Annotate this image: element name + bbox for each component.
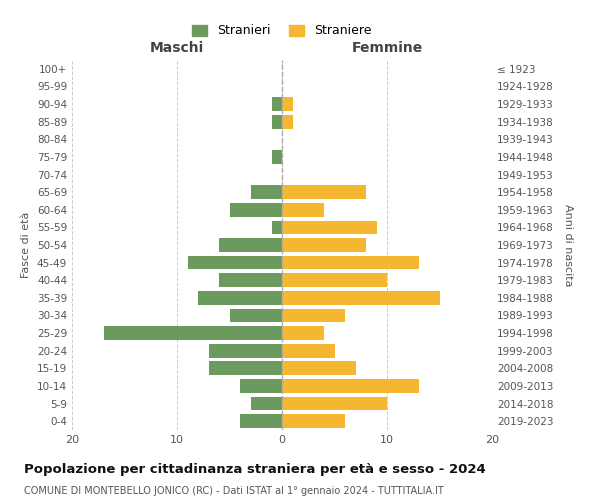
Bar — [251, 186, 282, 199]
Bar — [282, 203, 324, 216]
Bar — [282, 308, 345, 322]
Bar — [219, 274, 282, 287]
Bar — [240, 414, 282, 428]
Bar — [104, 326, 282, 340]
Y-axis label: Anni di nascita: Anni di nascita — [563, 204, 573, 286]
Legend: Stranieri, Straniere: Stranieri, Straniere — [186, 18, 378, 44]
Bar — [282, 186, 366, 199]
Bar — [282, 256, 419, 270]
Bar — [282, 220, 377, 234]
Bar — [240, 379, 282, 393]
Y-axis label: Fasce di età: Fasce di età — [22, 212, 31, 278]
Bar — [251, 396, 282, 410]
Text: Popolazione per cittadinanza straniera per età e sesso - 2024: Popolazione per cittadinanza straniera p… — [24, 462, 486, 475]
Bar — [282, 238, 366, 252]
Bar — [187, 256, 282, 270]
Bar — [271, 97, 282, 111]
Text: COMUNE DI MONTEBELLO JONICO (RC) - Dati ISTAT al 1° gennaio 2024 - TUTTITALIA.IT: COMUNE DI MONTEBELLO JONICO (RC) - Dati … — [24, 486, 444, 496]
Bar — [271, 220, 282, 234]
Text: Femmine: Femmine — [352, 40, 422, 54]
Bar — [282, 414, 345, 428]
Bar — [282, 362, 355, 375]
Bar — [282, 291, 439, 304]
Bar — [198, 291, 282, 304]
Bar — [282, 97, 293, 111]
Bar — [209, 344, 282, 358]
Bar — [229, 308, 282, 322]
Bar — [229, 203, 282, 216]
Text: Maschi: Maschi — [150, 40, 204, 54]
Bar — [282, 115, 293, 128]
Bar — [282, 344, 335, 358]
Bar — [271, 115, 282, 128]
Bar — [282, 274, 387, 287]
Bar — [282, 379, 419, 393]
Bar — [282, 396, 387, 410]
Bar — [219, 238, 282, 252]
Bar — [209, 362, 282, 375]
Bar — [282, 326, 324, 340]
Bar — [271, 150, 282, 164]
